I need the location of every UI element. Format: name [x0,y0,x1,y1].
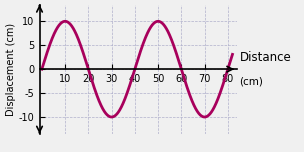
Y-axis label: Displacement (cm): Displacement (cm) [6,23,16,116]
Text: Distance: Distance [240,51,291,64]
Text: (cm): (cm) [240,76,263,86]
